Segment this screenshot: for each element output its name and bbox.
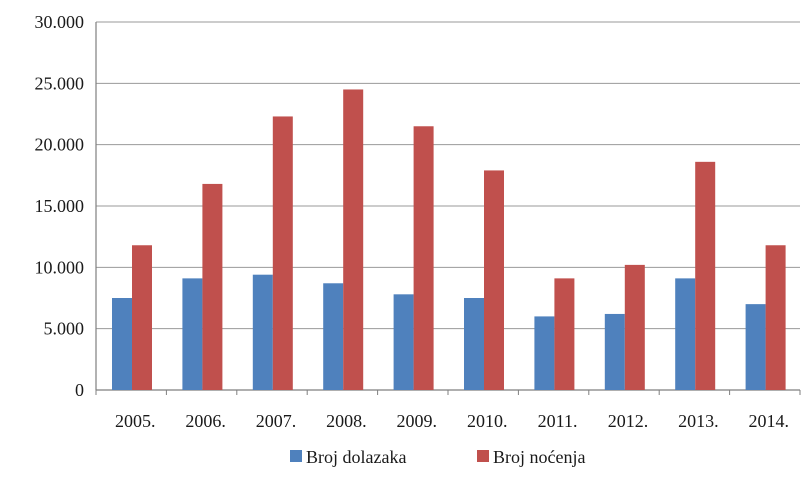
y-tick-label: 10.000 [35, 257, 85, 277]
x-tick-label: 2011. [538, 411, 578, 431]
legend: Broj dolazaka Broj noćenja [290, 447, 585, 467]
x-tick-label: 2007. [256, 411, 297, 431]
bar-broj-nocenja [695, 161, 716, 390]
x-tick-label: 2013. [678, 411, 719, 431]
x-tick-label: 2010. [467, 411, 508, 431]
y-tick-label: 5.000 [44, 319, 85, 339]
y-tick-label: 30.000 [35, 12, 85, 32]
y-tick-label: 20.000 [35, 135, 85, 155]
bar-broj-nocenja [624, 264, 645, 390]
bar-broj-dolazaka [604, 313, 625, 390]
y-axis-tick-labels: 0 5.000 10.000 15.000 20.000 25.000 30.000 [35, 12, 85, 400]
x-tick-label: 2008. [326, 411, 367, 431]
y-tick-label: 25.000 [35, 73, 85, 93]
x-tick-label: 2005. [115, 411, 156, 431]
bar-broj-dolazaka [675, 278, 696, 390]
x-tick-label: 2009. [397, 411, 438, 431]
bar-broj-dolazaka [745, 304, 766, 390]
y-tick-label: 15.000 [35, 196, 85, 216]
bar-broj-nocenja [765, 245, 786, 390]
bar-broj-nocenja [484, 170, 504, 390]
bar-broj-dolazaka [112, 298, 132, 390]
x-tick-label: 2014. [749, 411, 790, 431]
bar-broj-dolazaka [182, 278, 203, 390]
bars [112, 89, 786, 391]
legend-swatch-broj-dolazaka [290, 450, 302, 462]
bar-broj-nocenja [554, 278, 575, 390]
bar-broj-dolazaka [393, 294, 414, 390]
bar-broj-nocenja [202, 183, 223, 390]
x-tick-label: 2006. [185, 411, 226, 431]
x-axis-tick-labels: 2005. 2006. 2007. 2008. 2009. 2010. 2011. 2012.… [115, 411, 789, 431]
legend-swatch-broj-nocenja [477, 450, 489, 462]
bar-broj-dolazaka [464, 298, 484, 390]
bar-broj-nocenja [413, 126, 434, 391]
y-tick-label: 0 [75, 380, 84, 400]
bar-broj-dolazaka [323, 283, 344, 390]
bar-broj-nocenja [272, 116, 293, 390]
legend-label-broj-dolazaka: Broj dolazaka [306, 447, 406, 467]
bar-broj-nocenja [132, 245, 152, 390]
legend-label-broj-nocenja: Broj noćenja [493, 447, 585, 467]
x-tick-label: 2012. [608, 411, 649, 431]
bar-broj-dolazaka [252, 274, 273, 390]
bar-broj-nocenja [343, 89, 364, 390]
bar-broj-dolazaka [534, 316, 555, 390]
